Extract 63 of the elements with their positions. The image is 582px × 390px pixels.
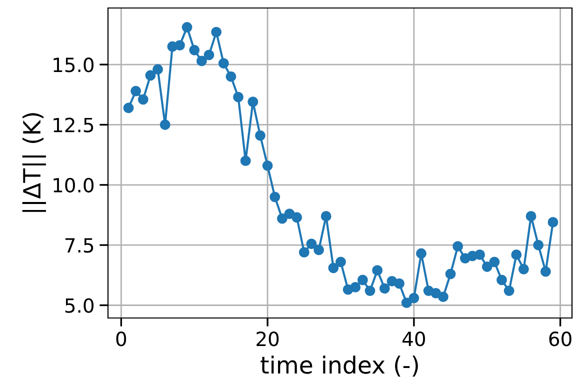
x-tick-label: 0 — [116, 332, 126, 346]
point — [320, 210, 332, 222]
point — [416, 248, 426, 259]
point — [189, 44, 200, 56]
point — [372, 265, 383, 276]
y-tick-label: 10.0 — [54, 178, 94, 193]
point — [182, 22, 192, 32]
point — [482, 262, 492, 272]
point — [401, 298, 412, 308]
y-tick-label: 7.5 — [65, 238, 94, 253]
point — [452, 241, 464, 252]
point — [364, 286, 376, 296]
point — [314, 244, 324, 256]
point — [504, 286, 514, 296]
point — [240, 156, 251, 166]
point — [496, 274, 507, 286]
point — [218, 58, 229, 69]
point — [533, 240, 544, 250]
point — [438, 292, 448, 302]
point — [511, 249, 522, 260]
point — [130, 86, 142, 96]
point — [489, 256, 500, 268]
point — [394, 278, 404, 289]
point — [174, 40, 185, 51]
point — [379, 283, 390, 294]
x-axis-title: time index (-) — [260, 356, 418, 377]
point — [145, 70, 156, 81]
point — [226, 71, 236, 82]
point — [138, 94, 148, 105]
point — [298, 247, 310, 258]
point — [211, 26, 222, 38]
y-axis-title: ||ΔT|| (K) — [22, 113, 46, 212]
x-tick-label: 20 — [256, 332, 279, 346]
point — [540, 266, 551, 277]
point — [336, 256, 346, 268]
x-tick-label: 40 — [402, 332, 425, 346]
point — [160, 120, 170, 130]
point — [204, 50, 214, 60]
x-tick-label: 60 — [549, 332, 572, 346]
point — [276, 213, 288, 224]
point — [350, 282, 361, 292]
point — [445, 268, 456, 280]
point — [262, 160, 273, 171]
point — [123, 102, 134, 114]
point — [548, 217, 558, 228]
point — [196, 56, 207, 66]
point — [357, 274, 368, 286]
point — [152, 64, 163, 75]
point — [518, 264, 529, 274]
point — [328, 262, 339, 274]
point — [270, 192, 280, 202]
point — [408, 292, 420, 304]
point — [284, 208, 295, 219]
point — [255, 130, 266, 141]
y-tick-label: 12.5 — [54, 118, 94, 132]
point — [474, 249, 485, 260]
point — [306, 238, 317, 250]
point — [248, 96, 258, 108]
y-tick-label: 15.0 — [54, 58, 94, 72]
point — [233, 92, 244, 102]
point — [292, 212, 302, 223]
y-tick-label: 5.0 — [65, 298, 94, 313]
point — [526, 210, 536, 222]
